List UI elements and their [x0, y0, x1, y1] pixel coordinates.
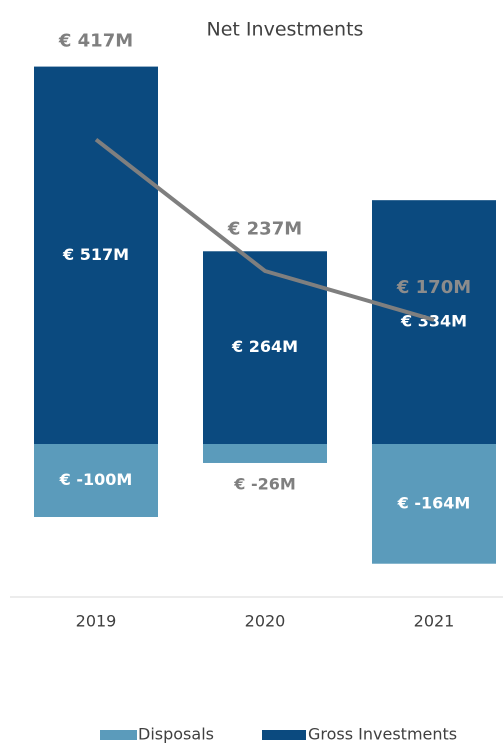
- x-tick-label: 2020: [245, 612, 286, 631]
- bar-segment: [203, 444, 327, 463]
- net-label: € 170M: [396, 277, 471, 298]
- net-label: € 237M: [227, 218, 302, 239]
- data-label: € -100M: [59, 470, 133, 489]
- net-label: € 417M: [58, 31, 133, 52]
- data-label: € 517M: [62, 245, 129, 264]
- bar-segment: [372, 200, 496, 444]
- x-tick-label: 2019: [76, 612, 117, 631]
- bar-segment: [34, 66, 158, 444]
- bar-segment: [34, 444, 158, 517]
- chart-title: Net Investments: [207, 19, 364, 41]
- data-label: € -26M: [233, 474, 296, 493]
- x-tick-label: 2021: [414, 612, 455, 631]
- bar-segment: [372, 444, 496, 564]
- legend-swatch: [262, 730, 306, 740]
- data-label: € 264M: [231, 337, 298, 356]
- legend-label: Disposals: [138, 725, 214, 744]
- legend-label: Gross Investments: [308, 725, 457, 744]
- net-line: [94, 138, 435, 322]
- legend-swatch: [100, 730, 137, 740]
- data-label: € -164M: [397, 493, 471, 512]
